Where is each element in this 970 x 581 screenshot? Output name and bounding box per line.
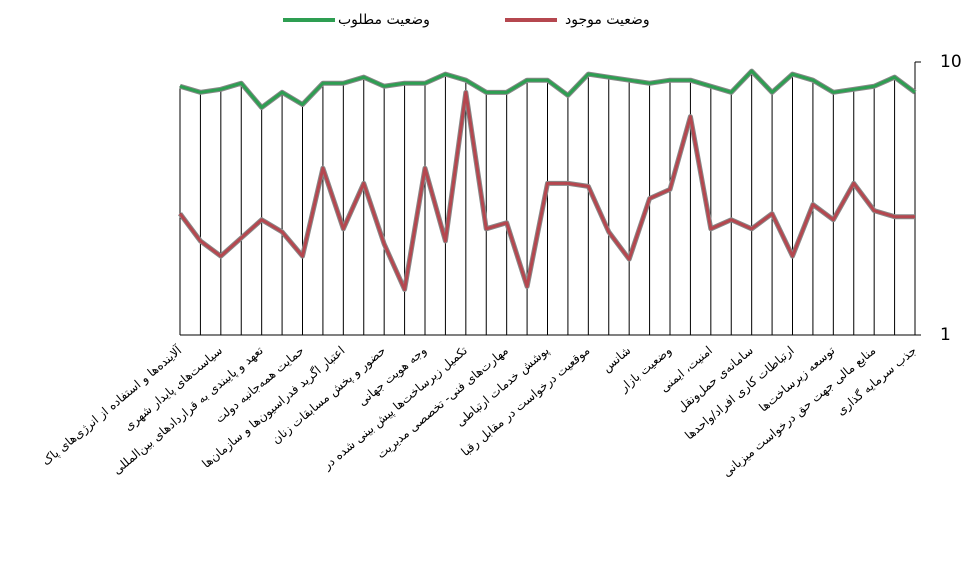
x-tick-label: تعهد و پایبندی به قراردادهای بین‌المللی [110, 343, 267, 478]
legend-label: وضعیت موجود [565, 12, 650, 28]
y-tick-label: 10 [940, 52, 962, 72]
y-tick-label: 1 [940, 325, 951, 345]
series-line [178, 90, 915, 291]
legend-label: وضعیت مطلوب [338, 12, 430, 28]
x-tick-label: تکمیل زیرساخت‌ها پیش بینی شده در [319, 343, 470, 473]
series-line [179, 69, 916, 109]
x-tick-label: شانس [600, 343, 634, 375]
